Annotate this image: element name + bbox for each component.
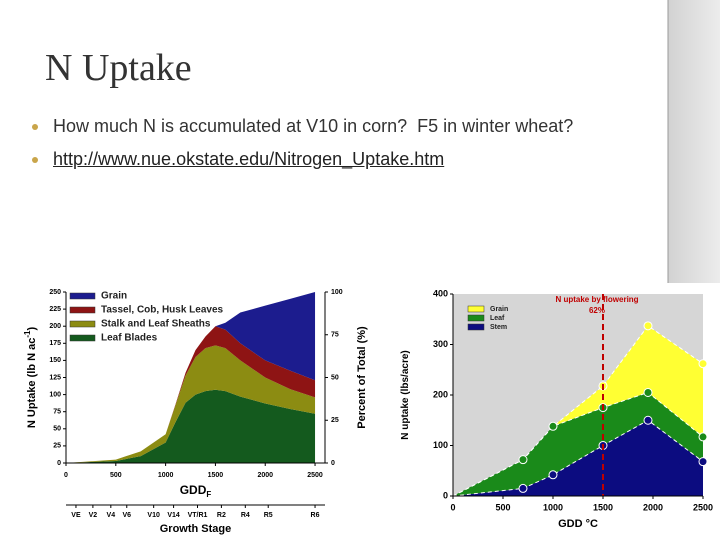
x-tick-label: 1500 <box>208 472 224 479</box>
stage-label: R4 <box>241 512 250 519</box>
legend-label: Leaf Blades <box>101 333 158 344</box>
y-tick-label: 400 <box>433 288 448 298</box>
y2-tick-label: 75 <box>331 332 339 339</box>
stage-label: R5 <box>264 512 273 519</box>
area <box>66 292 316 463</box>
stage-label: V6 <box>122 512 131 519</box>
marker <box>643 321 653 331</box>
stage-axis-title: Growth Stage <box>160 523 232 535</box>
marker <box>518 483 528 493</box>
y-axis-title: N Uptake (lb N ac-1) <box>23 327 38 429</box>
marker <box>698 457 708 467</box>
marker <box>698 359 708 369</box>
area <box>453 325 703 496</box>
x-tick-label: 500 <box>110 472 122 479</box>
y-axis-title-end: ) <box>26 327 38 331</box>
y-tick-label: 200 <box>433 389 448 399</box>
legend-swatch <box>69 320 96 328</box>
y-tick-label: 0 <box>57 460 61 467</box>
legend-swatch <box>69 292 96 300</box>
x-tick-label: 0 <box>64 472 68 479</box>
legend-swatch <box>69 334 96 342</box>
top-line <box>452 419 704 497</box>
x-axis-title-text: GDD <box>180 483 207 497</box>
x-tick-label: 1000 <box>543 502 563 512</box>
y-tick-label: 175 <box>49 340 61 347</box>
legend-label: Grain <box>101 291 127 302</box>
marker <box>698 432 708 442</box>
x-tick-label: 2500 <box>693 502 713 512</box>
bullet: How much N is accumulated at V10 in corn… <box>30 114 590 139</box>
area <box>66 389 316 463</box>
y-axis-title-text: N Uptake (lb N ac <box>26 338 38 428</box>
slide-title: N Uptake <box>45 47 192 89</box>
marker <box>548 421 558 431</box>
top-line <box>452 391 704 497</box>
x-tick-label: 1000 <box>158 472 174 479</box>
marker <box>548 470 558 480</box>
x-axis-title: GDD °C <box>558 518 598 530</box>
x-axis-title-text: GDD °C <box>558 518 598 530</box>
stage-label: R6 <box>311 512 320 519</box>
y2-tick-label: 25 <box>331 417 339 424</box>
area <box>66 326 316 463</box>
x-tick-label: 1500 <box>593 502 613 512</box>
area <box>66 345 316 463</box>
x-tick-label: 2000 <box>643 502 663 512</box>
legend-label: Stalk and Leaf Sheaths <box>101 319 211 330</box>
y2-tick-label: 50 <box>331 374 339 381</box>
x-tick-label: 2500 <box>307 472 323 479</box>
y-tick-label: 25 <box>53 443 61 450</box>
y-tick-label: 300 <box>433 339 448 349</box>
y-tick-label: 150 <box>49 357 61 364</box>
bullet-list: How much N is accumulated at V10 in corn… <box>30 114 590 180</box>
stage-label: VT/R1 <box>188 512 208 519</box>
y-tick-label: 200 <box>49 323 61 330</box>
area <box>453 420 703 496</box>
legend-label: Grain <box>490 306 508 313</box>
y-tick-label: 100 <box>433 440 448 450</box>
y-tick-label: 225 <box>49 306 61 313</box>
stage-label: VE <box>71 512 81 519</box>
legend-swatch <box>467 314 485 322</box>
annotation-text: 62% <box>589 306 605 315</box>
legend-swatch <box>69 306 96 314</box>
x-axis-title-sub: F <box>206 490 211 499</box>
y-tick-label: 125 <box>49 374 61 381</box>
stage-label: V14 <box>167 512 180 519</box>
stage-label: V10 <box>147 512 160 519</box>
x-tick-label: 2000 <box>257 472 273 479</box>
legend-swatch <box>467 323 485 331</box>
y-tick-label: 250 <box>49 289 61 296</box>
y-axis-title-sup: -1 <box>23 330 32 338</box>
y-tick-label: 50 <box>53 426 61 433</box>
legend-swatch <box>467 305 485 313</box>
area <box>453 392 703 496</box>
marker <box>643 415 653 425</box>
x-axis-title: GDDF <box>180 483 212 499</box>
y-tick-label: 0 <box>443 490 448 500</box>
stage-label: R2 <box>217 512 226 519</box>
legend-label: Stem <box>490 324 507 331</box>
legend-label: Leaf <box>490 315 505 322</box>
y-tick-label: 75 <box>53 409 61 416</box>
y-tick-label: 100 <box>49 391 61 398</box>
y2-tick-label: 0 <box>331 460 335 467</box>
x-tick-label: 0 <box>450 502 455 512</box>
y2-tick-label: 100 <box>331 289 343 296</box>
y2-axis-title: Percent of Total (%) <box>356 326 368 429</box>
annotation-text: N uptake by flowering <box>555 295 638 304</box>
link[interactable]: http://www.nue.okstate.edu/Nitrogen_Upta… <box>30 147 590 172</box>
y-axis-title-text: N uptake (lbs/acre) <box>400 350 411 439</box>
stage-label: V4 <box>107 512 116 519</box>
x-tick-label: 500 <box>495 502 510 512</box>
marker <box>518 455 528 465</box>
marker <box>643 387 653 397</box>
y-axis-title: N uptake (lbs/acre) <box>400 350 411 439</box>
legend-label: Tassel, Cob, Husk Leaves <box>101 305 224 316</box>
stage-label: V2 <box>89 512 98 519</box>
